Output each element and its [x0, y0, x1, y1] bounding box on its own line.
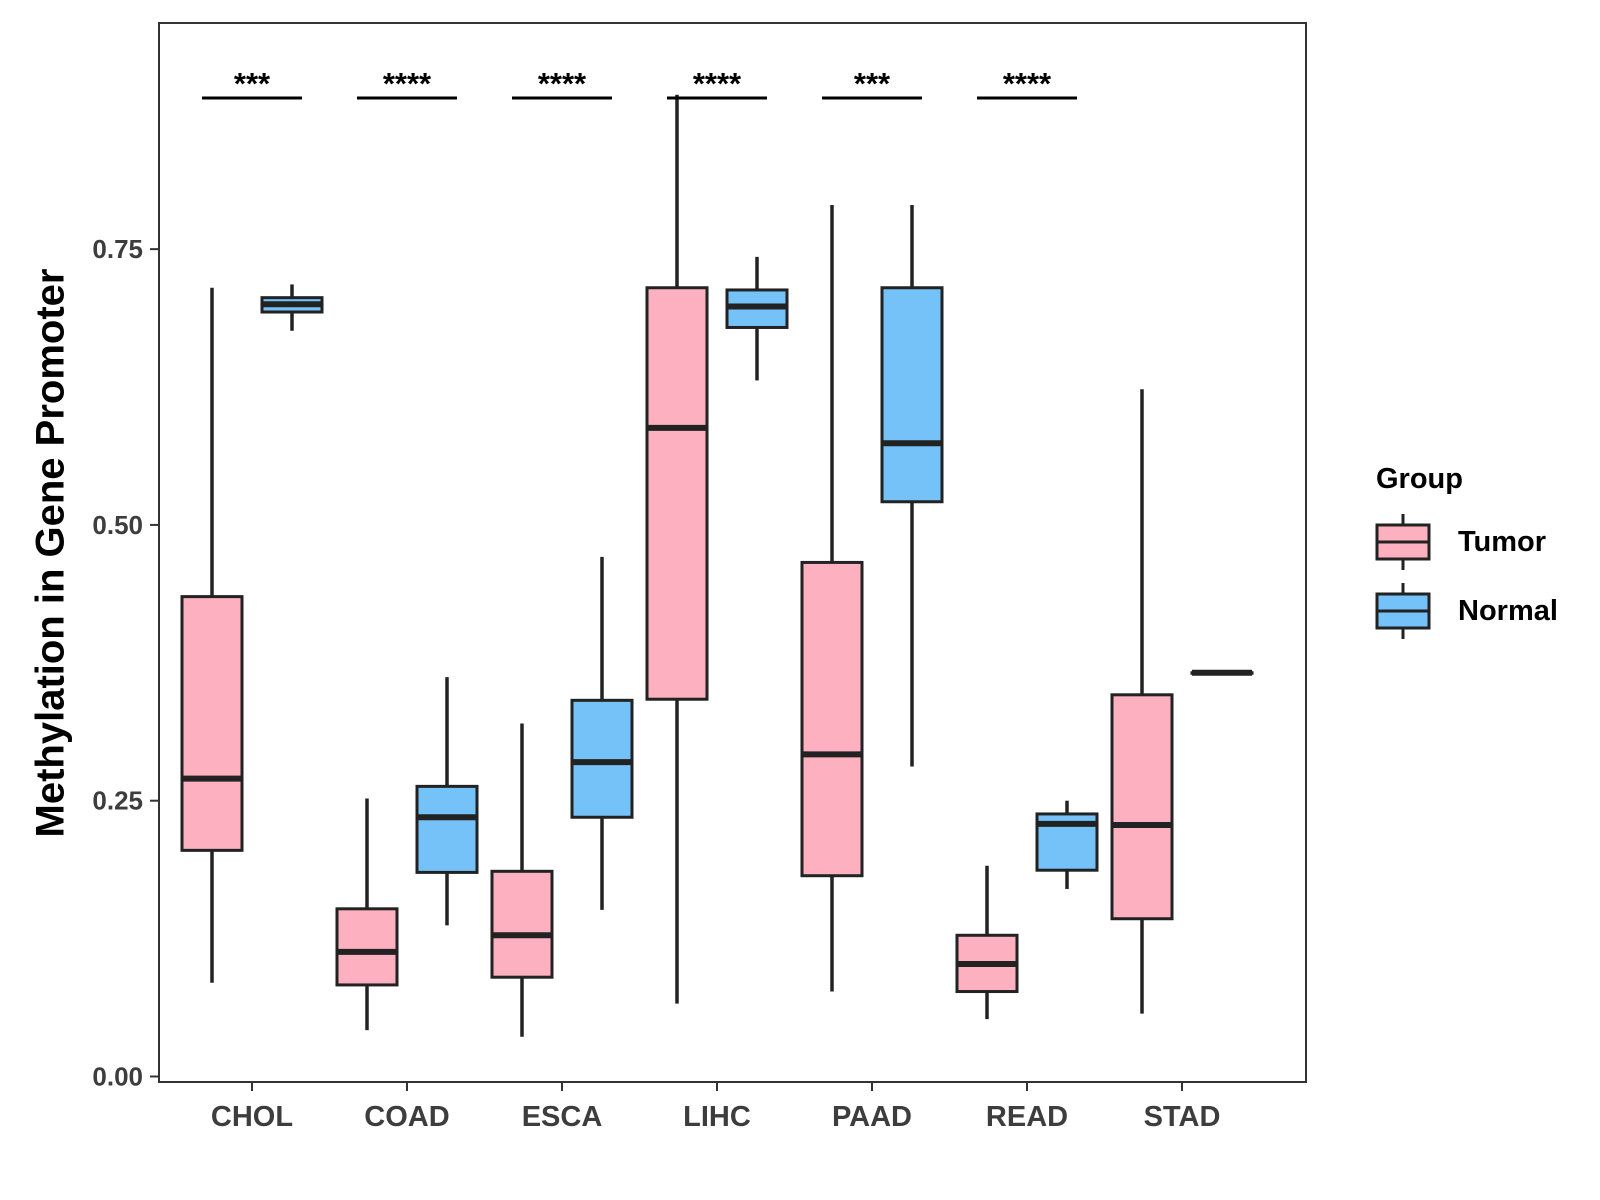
legend-title: Group	[1376, 463, 1463, 495]
x-tick-label-paad: PAAD	[832, 1101, 912, 1133]
box-normal-chol	[260, 284, 324, 331]
legend-label: Tumor	[1458, 526, 1546, 558]
x-axis: CHOL COAD ESCA LIHC PAAD READ STAD	[211, 1082, 1220, 1133]
box-normal-esca	[570, 556, 634, 910]
box-body	[415, 784, 479, 874]
x-tick-label-esca: ESCA	[522, 1101, 603, 1133]
x-tick-label-coad: COAD	[364, 1101, 449, 1133]
y-tick-label: 0.50	[92, 510, 143, 540]
legend-key-tumor	[1375, 514, 1431, 570]
box-tumor-paad	[800, 205, 864, 992]
box-body	[645, 286, 709, 701]
box-normal-stad	[1190, 669, 1254, 676]
significance-label: ***	[234, 66, 271, 101]
box-body	[880, 286, 944, 504]
box-normal-paad	[880, 205, 944, 767]
box-normal-read	[1035, 800, 1099, 889]
y-axis-title: Methylation in Gene Promoter	[29, 269, 73, 838]
box-tumor-read	[955, 865, 1019, 1020]
significance-label: ***	[854, 66, 891, 101]
x-tick-label-read: READ	[986, 1101, 1068, 1133]
box-normal-coad	[415, 677, 479, 926]
significance-label: ****	[693, 66, 742, 101]
significance-label: ****	[383, 66, 432, 101]
legend-label: Normal	[1458, 595, 1558, 627]
x-tick-label-lihc: LIHC	[683, 1101, 751, 1133]
box-tumor-stad	[1110, 389, 1174, 1014]
y-axis: 0.00 0.25 0.50 0.75	[92, 234, 159, 1091]
significance-chol: ***	[202, 66, 302, 101]
box-body	[490, 869, 554, 979]
box-tumor-lihc	[645, 94, 709, 1004]
legend: Group Tumor Normal	[1375, 463, 1558, 639]
box-body	[335, 907, 399, 987]
legend-item-normal: Normal	[1375, 583, 1558, 639]
y-tick-label: 0.75	[92, 234, 143, 264]
panel-border	[158, 22, 1307, 1083]
significance-read: ****	[977, 66, 1077, 101]
box-normal-lihc	[725, 256, 789, 381]
y-tick-label: 0.25	[92, 786, 143, 816]
box-tumor-coad	[335, 798, 399, 1031]
box-body	[570, 698, 634, 819]
significance-paad: ***	[822, 66, 922, 101]
x-tick-label-chol: CHOL	[211, 1101, 293, 1133]
significance-esca: ****	[512, 66, 612, 101]
box-body	[1110, 693, 1174, 921]
box-tumor-esca	[490, 723, 554, 1037]
significance-coad: ****	[357, 66, 457, 101]
legend-item-tumor: Tumor	[1375, 514, 1546, 570]
significance-label: ****	[1003, 66, 1052, 101]
y-tick-label: 0.00	[92, 1061, 143, 1091]
box-body	[180, 595, 244, 852]
x-tick-label-stad: STAD	[1144, 1101, 1221, 1133]
legend-key-normal	[1375, 583, 1431, 639]
plot-area: *** **** **** **** *** ****	[180, 66, 1254, 1037]
box-body	[800, 560, 864, 878]
significance-lihc: ****	[667, 66, 767, 101]
box-tumor-chol	[180, 287, 244, 983]
significance-label: ****	[538, 66, 587, 101]
